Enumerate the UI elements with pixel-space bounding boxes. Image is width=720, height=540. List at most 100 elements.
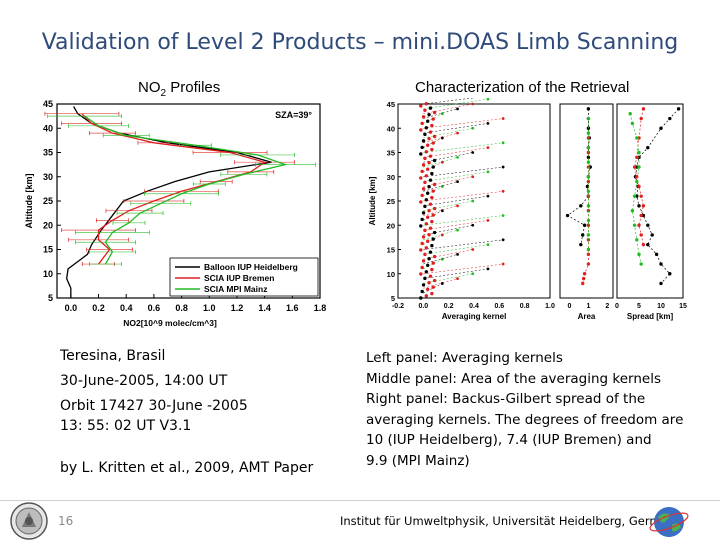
kernel-point (419, 152, 423, 156)
panel-series-point (586, 107, 591, 111)
kernel-line (423, 118, 504, 129)
kernel-point (423, 228, 427, 233)
x-tick-label: 0.0 (418, 303, 428, 310)
panel-series-point (635, 179, 639, 184)
kernel-line (423, 200, 473, 211)
kernel-point (423, 108, 427, 113)
kernel-point (426, 191, 430, 195)
desc-line-2: Middle panel: Area of the averaging kern… (366, 370, 662, 387)
kernel-point (432, 182, 437, 187)
kernel-point (419, 224, 423, 228)
desc-line-3: Right panel: Backus-Gilbert spread of th… (366, 391, 646, 407)
kernel-point (419, 176, 423, 180)
heading-subscript: 2 (160, 88, 167, 99)
kernel-point (432, 158, 437, 163)
x-tick-label: 2 (605, 303, 609, 310)
kernel-point (426, 239, 430, 243)
legend-label: Balloon IUP Heidelberg (204, 262, 298, 272)
kernel-point (430, 123, 434, 128)
kernel-line (423, 225, 473, 236)
x-tick-label: 1.2 (231, 303, 244, 313)
panel-series-point (650, 233, 654, 237)
panel-frame-1 (559, 103, 614, 299)
x-tick-label: 0 (615, 303, 619, 310)
kernel-point (423, 276, 427, 281)
desc-line-5: 10 (IUP Heidelberg), 7.4 (IUP Bremen) an… (366, 432, 652, 448)
orbit-text: Orbit 17427 30-June -2005 (60, 398, 248, 414)
panel-series-line (629, 113, 642, 265)
kernel-peak-point (471, 248, 475, 251)
kernel-point (420, 241, 424, 246)
university-seal-icon (10, 502, 48, 540)
panel-series-point (635, 238, 639, 242)
kernel-point (420, 169, 424, 174)
panel-frame-2 (616, 103, 684, 299)
panel-series-point (637, 184, 641, 189)
y-tick-label: 10 (43, 269, 53, 279)
kernel-point (431, 141, 435, 145)
panel-series-point (635, 136, 639, 140)
right-panel-heading: Characterization of the Retrieval (415, 79, 630, 96)
panel-series-point (586, 179, 591, 184)
y-tick-label: 40 (43, 123, 53, 133)
y-axis-label: Altitude [km] (368, 176, 377, 225)
panel-series-point (639, 194, 643, 198)
kernel-point (430, 291, 434, 296)
kernel-line (423, 161, 443, 173)
y-tick-label: 10 (387, 270, 395, 279)
kernel-point (423, 204, 427, 209)
panel-series-point (565, 213, 570, 218)
kernel-point (423, 132, 427, 137)
kernel-point (431, 237, 435, 241)
panel-series-point (586, 233, 591, 237)
y-tick-label: 35 (387, 149, 395, 158)
x-tick-label: 0.8 (175, 303, 188, 313)
kernel-peak-point (456, 252, 459, 256)
legend-label: SCIA IUP Bremen (204, 273, 274, 283)
kernel-line (423, 132, 458, 144)
kernel-point (431, 261, 435, 265)
x-tick-label: 1.0 (545, 303, 555, 310)
kernel-point (426, 215, 430, 219)
desc-line-1: Left panel: Averaging kernels (366, 350, 563, 366)
kernel-line (423, 181, 458, 192)
panel-series-point (628, 112, 632, 116)
footer-divider (0, 500, 720, 501)
kernel-point (420, 145, 424, 150)
kernel-line (423, 128, 473, 139)
desc-line-4: averaging kernels. The degrees of freedo… (366, 411, 684, 428)
sza-annotation: SZA=39° (275, 110, 312, 120)
panel-series-point (586, 136, 591, 140)
kernel-point (424, 102, 429, 106)
kernel-point (432, 110, 437, 115)
panel-series-point (586, 131, 591, 135)
x-axis-label: Spread [km] (627, 312, 674, 321)
x-tick-label: 0.2 (444, 303, 454, 310)
kernel-point (428, 250, 433, 254)
y-tick-label: 20 (387, 221, 395, 230)
panel-series-point (654, 252, 659, 257)
panel-series-point (581, 276, 586, 281)
kernel-point (426, 119, 430, 123)
series-line-1 (81, 113, 267, 265)
kernel-point (430, 171, 434, 176)
panel-series-point (668, 116, 672, 121)
y-tick-label: 45 (43, 99, 53, 109)
panel-series-point (639, 262, 643, 266)
legend-label: SCIA MPI Mainz (204, 284, 267, 294)
kernel-point (428, 178, 433, 182)
series-line-0 (66, 106, 272, 298)
kernel-line (423, 142, 504, 153)
panel-series-point (630, 121, 635, 126)
kernel-line (423, 137, 443, 148)
x-tick-label: 0.2 (92, 303, 105, 313)
kernel-point (427, 257, 431, 261)
panel-series-point (641, 204, 646, 208)
kernel-peak-point (501, 238, 505, 242)
y-tick-label: 35 (43, 148, 53, 158)
kernel-point (421, 211, 426, 215)
panel-series-point (659, 126, 663, 130)
kernel-line (423, 113, 443, 124)
kernel-point (424, 126, 429, 130)
